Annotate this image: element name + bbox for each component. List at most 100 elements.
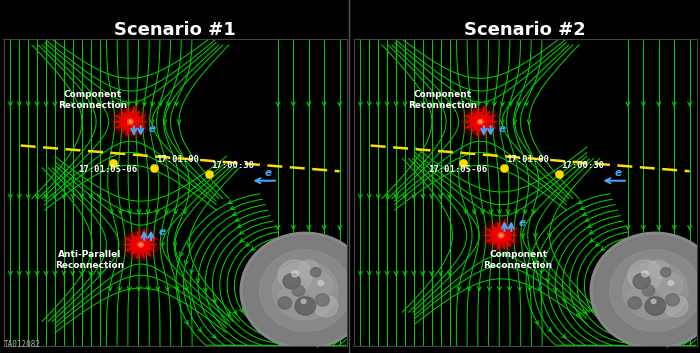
Circle shape — [311, 268, 321, 277]
Polygon shape — [498, 222, 503, 236]
Polygon shape — [501, 233, 517, 238]
Polygon shape — [492, 234, 503, 245]
Polygon shape — [480, 120, 496, 124]
Polygon shape — [128, 121, 134, 136]
Circle shape — [314, 295, 338, 317]
Text: 17:00:30: 17:00:30 — [211, 161, 254, 170]
Polygon shape — [114, 115, 132, 124]
Polygon shape — [484, 228, 502, 237]
Circle shape — [610, 250, 700, 331]
Circle shape — [648, 260, 669, 279]
Text: 17:00:30: 17:00:30 — [561, 161, 604, 170]
Circle shape — [590, 232, 700, 349]
Circle shape — [643, 285, 654, 296]
Circle shape — [473, 115, 488, 128]
Polygon shape — [477, 121, 483, 136]
Circle shape — [130, 121, 132, 123]
Polygon shape — [464, 115, 482, 124]
Circle shape — [636, 289, 667, 317]
Polygon shape — [485, 233, 502, 242]
Circle shape — [286, 289, 317, 317]
Text: 17:01:05-06: 17:01:05-06 — [428, 165, 488, 174]
Circle shape — [139, 244, 142, 246]
Polygon shape — [129, 111, 140, 123]
Text: TA012082: TA012082 — [4, 341, 41, 349]
Polygon shape — [464, 120, 482, 129]
Polygon shape — [477, 109, 483, 122]
Circle shape — [120, 112, 141, 131]
Circle shape — [628, 288, 648, 306]
Polygon shape — [137, 244, 143, 259]
Polygon shape — [141, 243, 157, 247]
Polygon shape — [139, 234, 150, 246]
Circle shape — [127, 119, 133, 124]
Circle shape — [318, 281, 323, 286]
Polygon shape — [478, 106, 484, 122]
Circle shape — [133, 238, 148, 251]
Text: Component
Reconnection: Component Reconnection — [58, 90, 127, 110]
Polygon shape — [480, 115, 496, 124]
Polygon shape — [472, 120, 482, 132]
Circle shape — [292, 271, 298, 277]
Polygon shape — [497, 235, 503, 250]
Polygon shape — [463, 120, 480, 124]
Polygon shape — [114, 120, 132, 129]
Circle shape — [130, 235, 151, 254]
Polygon shape — [113, 120, 130, 124]
Text: e: e — [148, 125, 155, 134]
Circle shape — [470, 112, 491, 131]
Circle shape — [498, 233, 504, 238]
Polygon shape — [132, 243, 143, 255]
Circle shape — [111, 104, 150, 139]
Circle shape — [461, 104, 500, 139]
Circle shape — [486, 222, 515, 248]
Circle shape — [316, 294, 330, 306]
Polygon shape — [499, 225, 510, 237]
Text: e: e — [519, 218, 526, 228]
Text: Component
Reconnection: Component Reconnection — [408, 90, 477, 110]
Circle shape — [666, 294, 679, 306]
Circle shape — [475, 118, 485, 126]
Circle shape — [295, 297, 316, 315]
Polygon shape — [130, 115, 146, 124]
Circle shape — [138, 242, 144, 247]
Circle shape — [655, 272, 682, 297]
Polygon shape — [471, 111, 482, 123]
Circle shape — [298, 260, 319, 279]
Text: Anti-Parallel
Reconnection: Anti-Parallel Reconnection — [55, 250, 124, 270]
Polygon shape — [131, 234, 143, 246]
Circle shape — [122, 115, 138, 128]
Circle shape — [305, 272, 332, 297]
Polygon shape — [491, 225, 503, 237]
Circle shape — [260, 250, 351, 331]
Title: Scenario #2: Scenario #2 — [464, 21, 586, 39]
Circle shape — [136, 240, 146, 249]
Title: Scenario #1: Scenario #1 — [114, 21, 236, 39]
Circle shape — [642, 271, 648, 277]
Circle shape — [628, 297, 642, 309]
Circle shape — [126, 232, 155, 257]
Circle shape — [496, 231, 506, 240]
Polygon shape — [129, 120, 141, 133]
Polygon shape — [478, 121, 484, 136]
Polygon shape — [139, 243, 151, 256]
Polygon shape — [500, 229, 517, 237]
Text: 17:01:00: 17:01:00 — [156, 155, 199, 164]
Text: Component
Reconnection: Component Reconnection — [484, 250, 553, 270]
Polygon shape — [127, 121, 133, 136]
Polygon shape — [500, 233, 516, 242]
Circle shape — [628, 260, 662, 291]
Circle shape — [651, 299, 656, 304]
Circle shape — [278, 288, 298, 306]
Polygon shape — [499, 234, 511, 247]
Circle shape — [661, 268, 671, 277]
Circle shape — [293, 285, 304, 296]
Polygon shape — [480, 120, 496, 128]
Circle shape — [301, 299, 306, 304]
Polygon shape — [139, 229, 145, 245]
Polygon shape — [130, 120, 146, 124]
Polygon shape — [139, 244, 144, 258]
Circle shape — [623, 262, 688, 320]
Circle shape — [240, 232, 370, 349]
Text: 17:01:05-06: 17:01:05-06 — [78, 165, 138, 174]
